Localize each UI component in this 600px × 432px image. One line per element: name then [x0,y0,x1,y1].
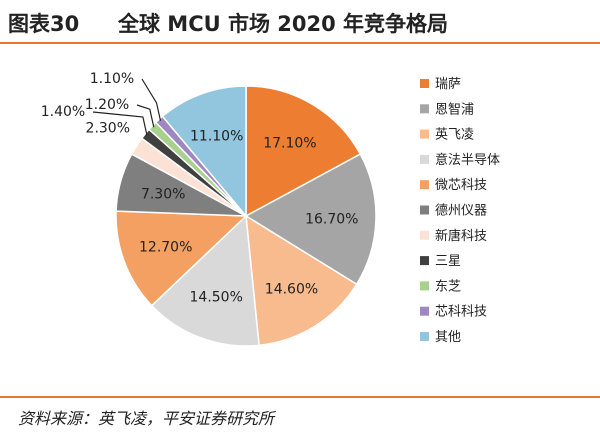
legend-label: 德州仪器 [435,204,487,219]
legend-label: 微芯科技 [435,178,487,193]
data-label: 1.20% [85,97,129,113]
legend-swatch [420,230,429,240]
pie-slice [161,85,247,219]
legend-label: 恩智浦 [435,102,474,117]
leader-line [92,111,148,136]
legend-swatch [420,180,429,190]
data-label: 12.70% [139,239,192,255]
data-label: 14.60% [265,282,318,298]
figure-header: 图表30 全球 MCU 市场 2020 年竞争格局 [0,0,600,44]
pie-slice [245,214,358,347]
legend-label: 东芝 [435,278,461,294]
data-label: 14.50% [190,290,243,306]
figure-number: 图表30 [8,12,80,36]
data-label: 16.70% [305,211,358,227]
legend-label: 新唐科技 [435,228,487,244]
data-label: 11.10% [190,128,243,144]
data-label: 1.10% [90,71,134,87]
source-footer: 资料来源：英飞凌，平安证券研究所 [0,396,600,432]
pie-slice [115,210,248,307]
legend-swatch [420,129,429,139]
legend-label: 意法半导体 [435,152,500,168]
legend-swatch [420,104,429,114]
legend-swatch [420,154,429,164]
leader-line [141,78,162,121]
pie-slice [150,214,260,347]
legend-swatch [420,79,429,88]
leader-line [136,104,155,128]
pie-slice [245,85,362,218]
legend-swatch [420,281,429,291]
legend-label: 三星 [435,254,461,269]
chart-title: 全球 MCU 市场 2020 年竞争格局 [118,12,449,36]
data-label: 17.10% [263,135,316,151]
legend-swatch [420,332,429,341]
pie-chart: 17.10% 16.70% 14.60% 14.50% 12.70% 7.30% 2.30%… [41,71,500,347]
legend-swatch [420,256,429,266]
data-label: 7.30% [141,186,185,202]
legend-label: 英飞凌 [435,128,474,143]
data-label: 1.40% [41,104,85,120]
source-note: 资料来源：英飞凌，平安证券研究所 [18,409,275,428]
pie-slice [244,153,377,286]
legend-label: 其他 [435,330,461,345]
legend-swatch [420,306,429,316]
data-label: 2.30% [86,121,130,137]
legend-label: 芯科科技 [435,305,487,320]
legend-swatch [420,205,429,215]
legend-label: 瑞萨 [435,77,461,92]
